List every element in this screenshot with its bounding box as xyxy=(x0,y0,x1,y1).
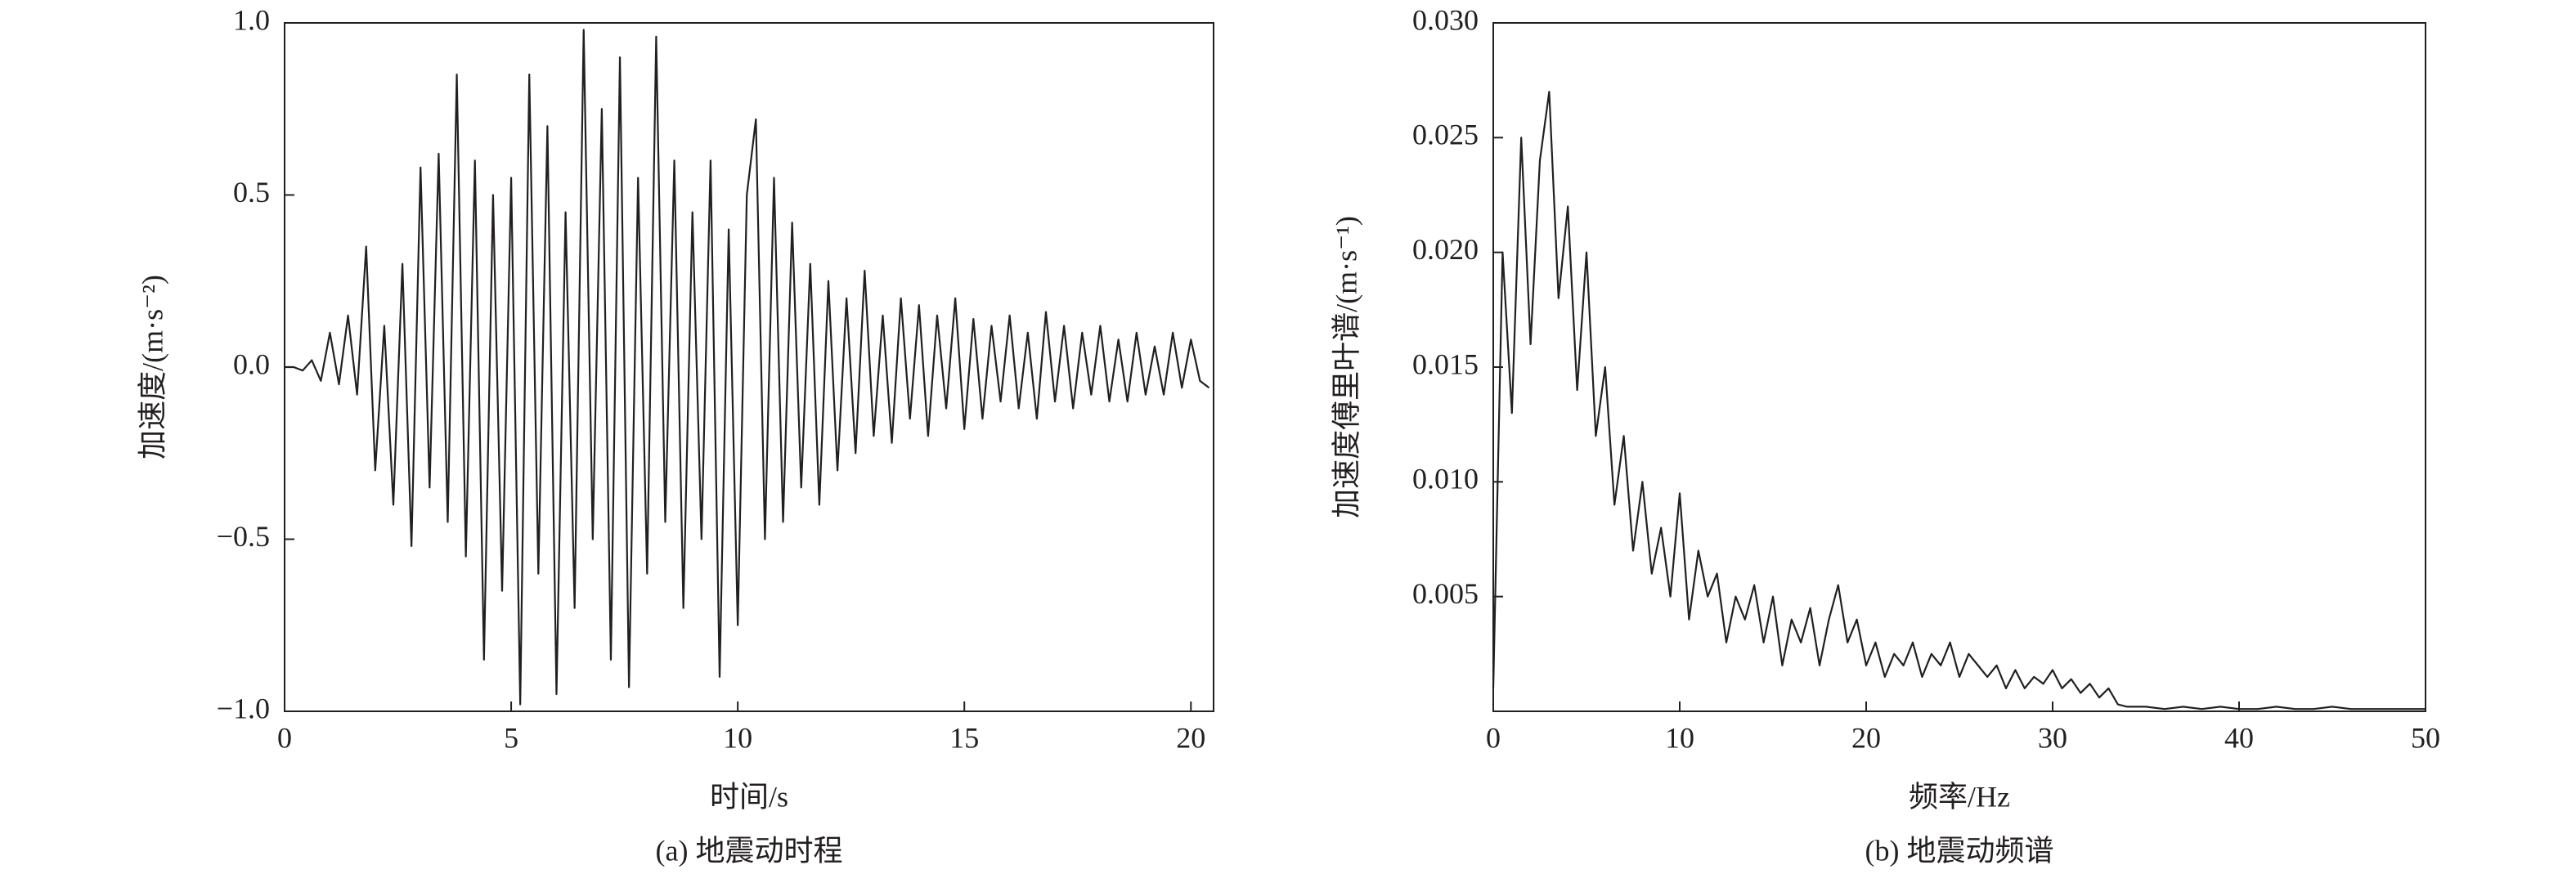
y-tick-label: −1.0 xyxy=(217,692,270,724)
x-tick-label: 30 xyxy=(2038,721,2067,754)
plot-frame xyxy=(284,22,1214,712)
y-tick-label: 0.030 xyxy=(1412,3,1479,36)
chart-caption: (b) 地震动频谱 xyxy=(1865,834,2054,867)
y-tick-label: 0.020 xyxy=(1412,233,1479,266)
y-tick-label: 1.0 xyxy=(233,3,270,36)
x-tick-label: 40 xyxy=(2224,721,2254,754)
x-tick-label: 20 xyxy=(1851,721,1881,754)
x-axis-label: 时间/s xyxy=(710,780,788,813)
data-line xyxy=(1492,91,2426,710)
y-tick-label: 0.005 xyxy=(1412,577,1479,610)
plot-frame xyxy=(1492,22,2426,712)
x-tick-label: 0 xyxy=(1486,721,1501,754)
y-axis-label: 加速度傅里叶谱/(m·s⁻¹) xyxy=(1330,216,1362,518)
chart-caption: (a) 地震动时程 xyxy=(656,834,843,867)
y-tick-label: −0.5 xyxy=(217,520,270,553)
x-tick-label: 50 xyxy=(2411,721,2440,754)
y-tick-label: 0.5 xyxy=(233,176,270,208)
y-tick-label: 0.010 xyxy=(1412,463,1479,495)
y-axis-label: 加速度/(m·s⁻²) xyxy=(136,275,168,459)
x-axis-label: 频率/Hz xyxy=(1909,780,2010,813)
x-tick-label: 15 xyxy=(949,721,979,754)
x-tick-label: 10 xyxy=(723,721,752,754)
y-tick-label: 0.025 xyxy=(1412,119,1479,151)
y-tick-label: 0.0 xyxy=(233,347,270,380)
x-tick-label: 5 xyxy=(504,721,518,754)
x-tick-label: 10 xyxy=(1665,721,1694,754)
y-tick-label: 0.015 xyxy=(1412,347,1479,380)
data-line xyxy=(285,29,1210,706)
x-tick-label: 20 xyxy=(1176,721,1205,754)
x-tick-label: 0 xyxy=(277,721,292,754)
